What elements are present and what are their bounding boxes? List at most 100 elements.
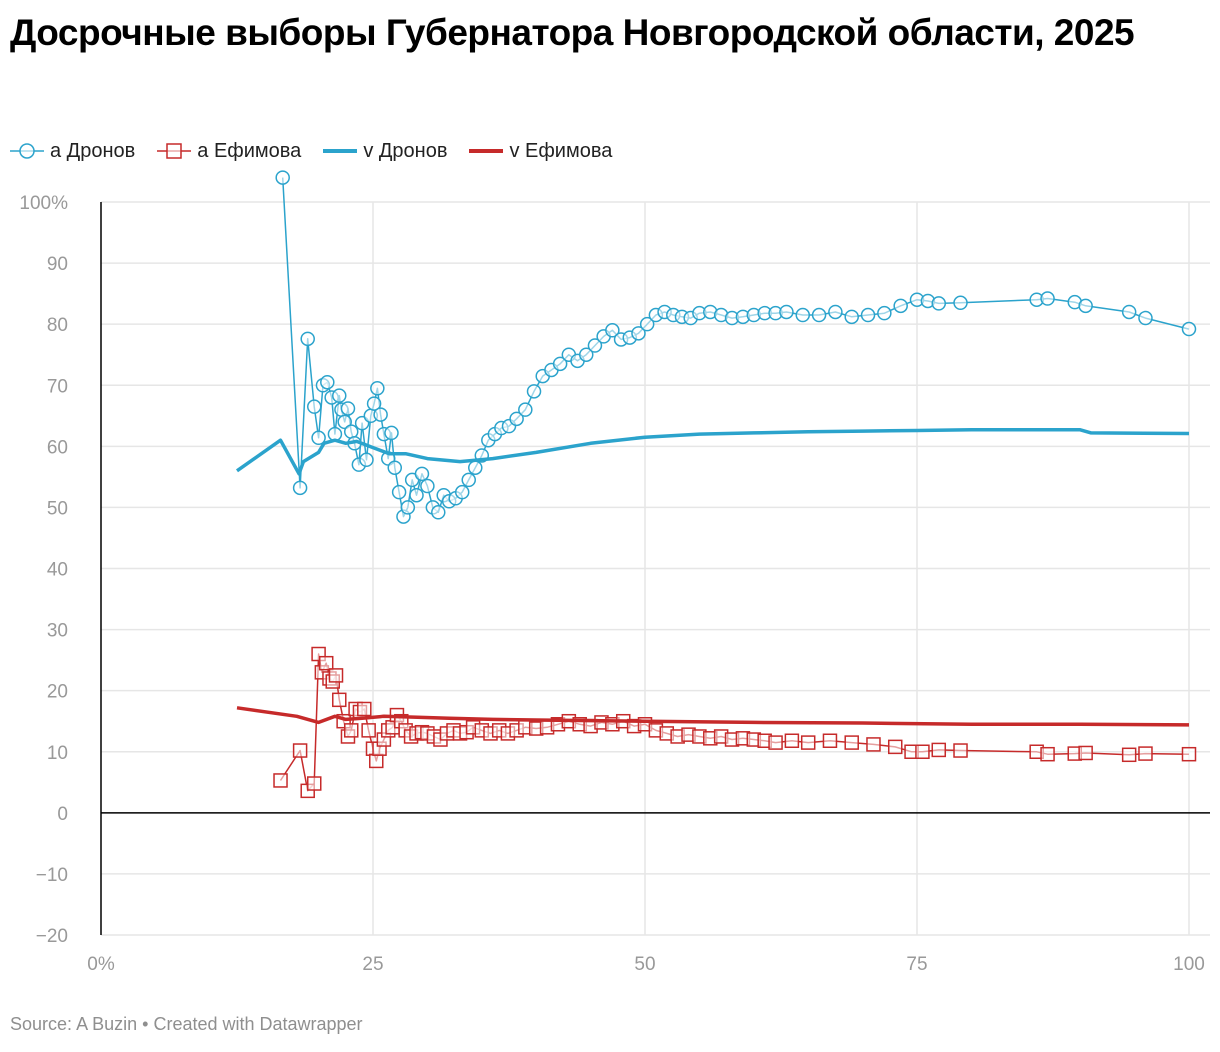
data-point bbox=[366, 396, 382, 411]
data-point bbox=[768, 735, 783, 750]
x-tick-label: 75 bbox=[906, 954, 927, 975]
data-point bbox=[509, 411, 524, 427]
data-point bbox=[800, 735, 816, 750]
line-icon bbox=[323, 149, 358, 153]
series-line bbox=[236, 706, 1190, 727]
legend-marker-a-efimova bbox=[166, 143, 183, 159]
y-tick-label: 80 bbox=[47, 315, 68, 336]
data-point bbox=[811, 307, 827, 323]
x-tick-label: 50 bbox=[634, 954, 655, 975]
source-link[interactable]: A Buzin bbox=[76, 1014, 138, 1034]
legend-label-v-efimova: v Ефимова bbox=[509, 139, 613, 162]
data-point bbox=[639, 316, 655, 332]
data-point bbox=[273, 773, 288, 788]
data-point bbox=[844, 309, 859, 325]
data-point bbox=[369, 753, 384, 769]
series-connector bbox=[281, 177, 1190, 518]
line-icon bbox=[469, 149, 504, 153]
data-point bbox=[931, 742, 947, 758]
legend-marker-a-dronov bbox=[19, 143, 35, 159]
data-point bbox=[844, 735, 859, 750]
legend-label-a-dronov: а Дронов bbox=[50, 139, 136, 162]
data-point bbox=[1078, 745, 1093, 761]
data-point bbox=[605, 323, 620, 338]
grid-layer bbox=[101, 201, 1210, 936]
y-tick-label: −10 bbox=[36, 865, 68, 886]
data-point bbox=[915, 744, 930, 759]
series-3 bbox=[236, 706, 1190, 727]
y-tick-label: 100% bbox=[19, 193, 68, 214]
data-point bbox=[320, 374, 335, 390]
data-point bbox=[526, 384, 542, 399]
data-point bbox=[332, 388, 347, 403]
legend-item-a-dronov[interactable]: а Дронов bbox=[10, 140, 135, 163]
data-point bbox=[306, 776, 322, 791]
x-tick-label: 100 bbox=[1173, 954, 1205, 975]
data-point bbox=[953, 295, 968, 311]
data-point bbox=[1040, 746, 1055, 762]
data-point bbox=[461, 472, 476, 488]
data-point bbox=[370, 381, 385, 396]
data-point bbox=[275, 170, 290, 185]
data-point bbox=[1121, 747, 1137, 763]
y-tick-label: 90 bbox=[47, 254, 68, 275]
data-point bbox=[359, 452, 374, 468]
data-point bbox=[860, 307, 876, 323]
data-point bbox=[887, 739, 903, 755]
data-point bbox=[587, 338, 603, 353]
data-point bbox=[795, 307, 811, 323]
data-point bbox=[414, 466, 430, 482]
data-point bbox=[292, 743, 308, 758]
data-point bbox=[1040, 291, 1055, 306]
legend-item-a-efimova[interactable]: а Ефимова bbox=[157, 140, 301, 163]
data-point bbox=[784, 733, 800, 749]
data-point bbox=[357, 701, 372, 717]
data-point bbox=[454, 484, 470, 500]
legend: а Дронов а Ефимова v Дронов v Ефимова bbox=[10, 136, 634, 166]
data-point bbox=[1121, 304, 1137, 320]
data-point bbox=[953, 743, 968, 758]
footer: Source: A Buzin • Created with Datawrapp… bbox=[10, 1014, 363, 1035]
data-point bbox=[311, 430, 326, 446]
y-tick-label: 20 bbox=[47, 682, 68, 703]
data-point bbox=[578, 347, 594, 362]
data-point bbox=[828, 304, 843, 320]
data-point bbox=[779, 304, 794, 320]
data-point bbox=[391, 484, 407, 500]
data-point bbox=[893, 298, 908, 314]
data-point bbox=[1078, 298, 1093, 314]
y-tick-label: 0 bbox=[57, 804, 68, 825]
data-point bbox=[328, 668, 344, 683]
data-point bbox=[1181, 321, 1197, 337]
data-point bbox=[822, 733, 838, 749]
data-point bbox=[431, 505, 446, 520]
footer-separator: • bbox=[142, 1014, 149, 1034]
data-point bbox=[866, 737, 881, 752]
legend-label-a-efimova: а Ефимова bbox=[197, 139, 302, 162]
data-point bbox=[518, 402, 533, 417]
data-point bbox=[931, 296, 947, 311]
data-point bbox=[361, 723, 376, 738]
data-point bbox=[400, 500, 416, 515]
data-point bbox=[420, 478, 435, 494]
y-tick-label: 50 bbox=[47, 498, 68, 519]
data-point bbox=[340, 401, 356, 416]
data-point bbox=[373, 407, 388, 422]
legend-item-v-dronov[interactable]: v Дронов bbox=[323, 140, 447, 163]
data-point bbox=[306, 399, 322, 414]
datawrapper-credit-link[interactable]: Created with Datawrapper bbox=[153, 1014, 363, 1034]
circle-marker-icon bbox=[10, 143, 44, 159]
data-point bbox=[409, 487, 424, 503]
legend-item-v-efimova[interactable]: v Ефимова bbox=[469, 140, 612, 163]
legend-label-v-dronov: v Дронов bbox=[363, 139, 448, 162]
data-point bbox=[468, 460, 483, 475]
y-tick-label: −20 bbox=[36, 926, 68, 947]
data-point bbox=[1181, 746, 1197, 762]
data-point bbox=[337, 414, 352, 430]
chart-title: Досрочные выборы Губернатора Новгородско… bbox=[10, 12, 1135, 53]
y-tick-label: 70 bbox=[47, 376, 68, 397]
data-point bbox=[387, 460, 403, 475]
x-tick-label: 0% bbox=[87, 954, 115, 975]
